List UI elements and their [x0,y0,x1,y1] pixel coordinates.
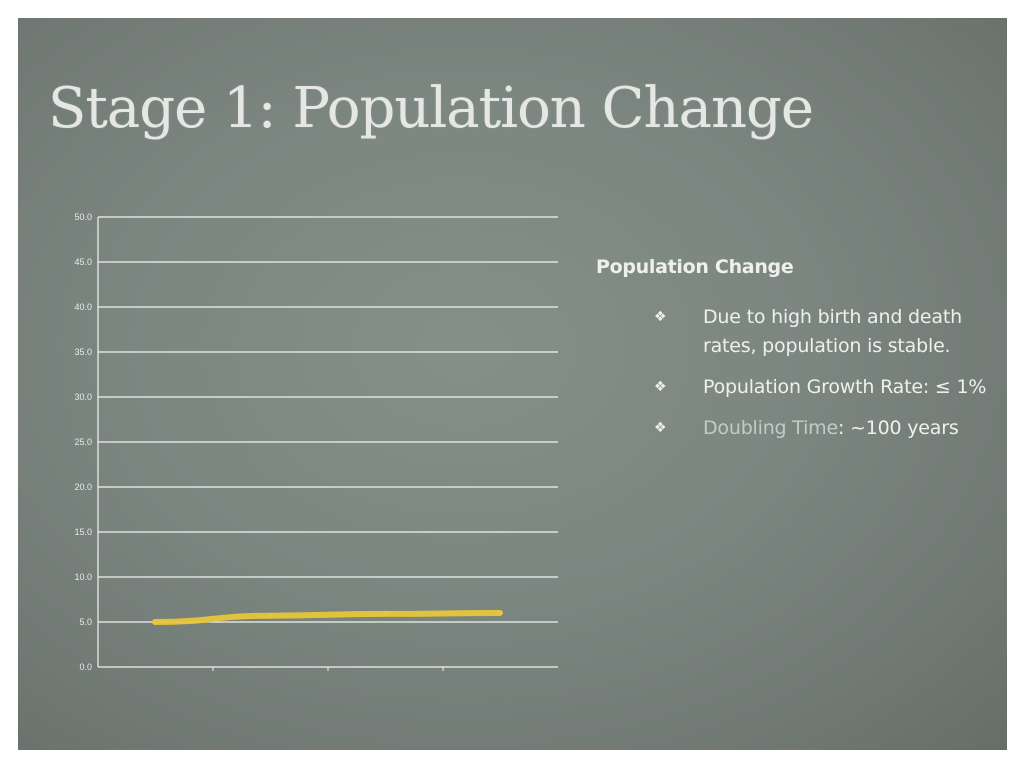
y-tick-label: 20.0 [74,482,92,492]
panel-heading: Population Change [596,256,794,278]
y-tick-label: 30.0 [74,392,92,402]
y-tick-label: 10.0 [74,572,92,582]
text-panel: Population Change ❖ Due to high birth an… [596,256,996,455]
y-tick-label: 0.0 [79,662,92,672]
y-tick-label: 35.0 [74,347,92,357]
series-line [152,610,503,625]
slide: Stage 1: Population Change 0.0 5.0 10.0 15.… [18,18,1007,750]
y-tick-label: 5.0 [79,617,92,627]
bullet-text-dimmed: Doubling Time [703,417,838,439]
bullet-item: ❖ Doubling Time: ~100 years [596,414,996,443]
bullet-item: ❖ Due to high birth and death rates, pop… [596,303,996,361]
y-tick-label: 45.0 [74,257,92,267]
bullet-text: Due to high birth and death rates, popul… [703,306,962,357]
y-tick-label: 40.0 [74,302,92,312]
bullet-item: ❖ Population Growth Rate: ≤ 1% [596,373,996,402]
data-point [152,619,158,625]
bullet-text: Population Growth Rate: ≤ 1% [703,376,987,398]
y-tick-label: 50.0 [74,212,92,222]
diamond-bullet-icon: ❖ [654,309,667,325]
data-point [497,610,503,616]
bullet-list: ❖ Due to high birth and death rates, pop… [596,303,996,443]
bullet-text: : ~100 years [837,417,959,439]
data-point [267,613,273,619]
slide-title: Stage 1: Population Change [48,76,814,141]
diamond-bullet-icon: ❖ [654,420,667,436]
population-chart: 0.0 5.0 10.0 15.0 20.0 25.0 30.0 35.0 40.0 45.0 50… [74,212,558,672]
data-point [382,611,388,617]
diamond-bullet-icon: ❖ [654,379,667,395]
y-tick-label: 25.0 [74,437,92,447]
y-tick-label: 15.0 [74,527,92,537]
